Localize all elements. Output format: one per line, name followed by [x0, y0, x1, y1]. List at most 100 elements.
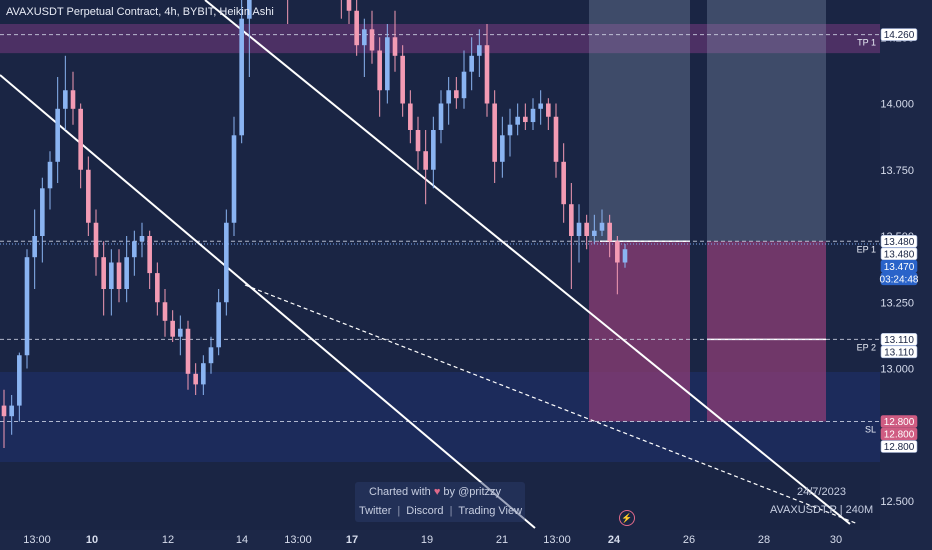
candle: [55, 77, 60, 183]
lightning-icon[interactable]: ⚡: [619, 510, 635, 526]
candle: [607, 214, 612, 258]
price-tag-text: 12.800: [884, 442, 915, 453]
candle: [592, 214, 597, 244]
candle: [40, 177, 45, 263]
price-tag-box: [880, 427, 918, 441]
price-tag-box: [880, 440, 918, 453]
candle-body: [17, 355, 22, 406]
candle-body: [47, 161, 53, 189]
candle-body: [599, 222, 605, 231]
candle-body: [362, 29, 367, 46]
candle-body: [208, 347, 214, 364]
stop-box: [589, 241, 690, 422]
candle: [340, 0, 342, 19]
candle-body: [400, 55, 405, 104]
candle-body: [239, 18, 244, 136]
candle: [170, 310, 175, 342]
candle-body: [408, 103, 413, 130]
time-tick-label: 14: [236, 534, 248, 546]
candle-body: [415, 130, 421, 152]
price-tag: 12.800: [880, 427, 918, 441]
candle-body: [216, 302, 221, 348]
time-tick-label: 12: [162, 534, 174, 546]
candle: [208, 336, 214, 374]
candle: [423, 130, 428, 205]
candle: [484, 24, 490, 117]
target-box: [707, 0, 826, 242]
candle-body: [224, 222, 229, 303]
candle: [239, 0, 244, 144]
candle: [561, 143, 566, 223]
price-tick-label: 13.750: [880, 165, 914, 177]
candle: [124, 236, 129, 303]
price-tag-box: [880, 259, 918, 273]
price-tag-box: [880, 235, 918, 248]
discord-link[interactable]: Discord: [406, 505, 444, 517]
price-tag-box: [880, 333, 918, 346]
candle: [346, 0, 352, 24]
price-tag-text: 14.260: [884, 30, 915, 41]
time-tick-label: 24: [608, 534, 621, 546]
candle: [553, 103, 559, 178]
candle-body: [63, 90, 68, 109]
price-tag: 13.480: [880, 235, 918, 248]
candle: [438, 90, 444, 144]
price-tag-text: 13.480: [884, 249, 915, 260]
candle: [576, 204, 582, 263]
candle-body: [162, 302, 168, 321]
candle: [546, 98, 551, 130]
candle: [454, 77, 459, 109]
candle: [109, 249, 114, 316]
stop-box: [707, 241, 826, 422]
time-tick-label: 21: [496, 534, 508, 546]
candle: [93, 209, 99, 276]
candle-body: [561, 161, 566, 205]
credit-line: Charted with ♥ by @pritzzy: [369, 486, 501, 498]
candle-body: [139, 236, 145, 242]
chart-title: AVAXUSDT Perpetual Contract, 4h, BYBIT, …: [6, 6, 274, 18]
candle: [400, 45, 405, 117]
candle-body: [385, 37, 390, 91]
candle-body: [523, 116, 528, 123]
candle-body: [484, 45, 490, 104]
candle: [469, 37, 474, 91]
candle-body: [431, 130, 436, 170]
dashed-trendline: [244, 284, 859, 525]
candle-body: [576, 222, 582, 236]
candle: [178, 315, 183, 356]
candle-body: [247, 0, 252, 19]
twitter-link[interactable]: Twitter: [359, 505, 392, 517]
candle-body: [546, 103, 551, 117]
price-tag-text: 13.110: [884, 347, 914, 358]
time-tick-label: 30: [830, 534, 842, 546]
tradingview-link[interactable]: Trading View: [458, 505, 523, 517]
candle-body: [530, 108, 536, 123]
candle: [584, 214, 589, 250]
price-tick-label: 12.500: [880, 496, 914, 508]
time-tick-label: 10: [86, 534, 98, 546]
price-tag-text: 12.800: [884, 430, 915, 441]
candle-body: [201, 363, 206, 385]
level-label: EP 2: [857, 342, 876, 352]
candle: [116, 249, 122, 303]
candle-body: [147, 236, 152, 274]
level-label: TP 1: [857, 38, 876, 48]
watermark-symbol: AVAXUSDT.P | 240M: [770, 504, 874, 516]
candle: [415, 116, 421, 170]
candle-body: [93, 222, 99, 258]
time-tick-label: 19: [421, 534, 433, 546]
price-tag: 13.470: [880, 259, 918, 273]
price-tag-box: [880, 28, 918, 41]
candle-body: [392, 37, 398, 56]
candle-body: [377, 50, 382, 91]
price-tick-label: 13.250: [880, 297, 914, 309]
candle-body: [1, 405, 7, 417]
candle-body: [24, 257, 30, 356]
candle: [17, 352, 22, 422]
candle: [216, 289, 221, 356]
candle: [431, 116, 436, 189]
candle-body: [369, 29, 375, 51]
watermark-date: 24/7/2023: [797, 486, 846, 498]
time-tick-label: 26: [683, 534, 695, 546]
